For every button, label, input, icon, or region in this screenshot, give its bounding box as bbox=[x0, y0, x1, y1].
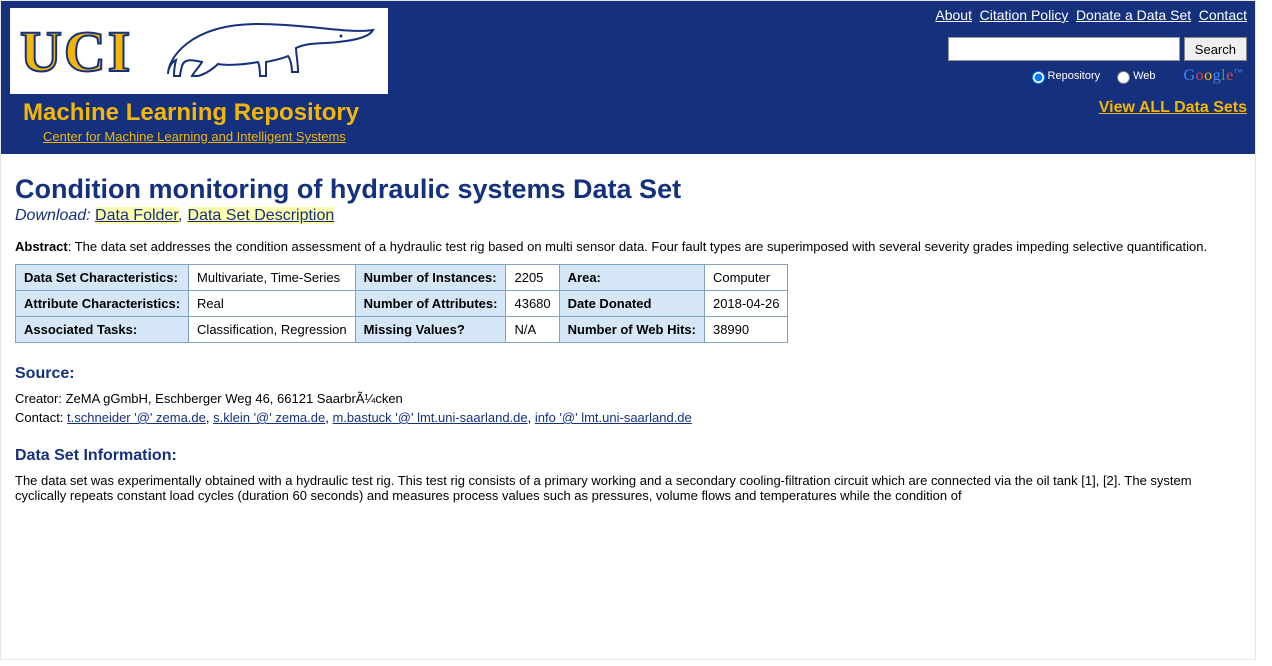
contact-email-3[interactable]: m.bastuck '@' lmt.uni-saarland.de bbox=[332, 410, 527, 425]
search-input[interactable] bbox=[948, 37, 1180, 61]
nav-contact[interactable]: Contact bbox=[1199, 7, 1247, 23]
view-all-link[interactable]: View ALL Data Sets bbox=[1099, 99, 1247, 116]
creator-line: Creator: ZeMA gGmbH, Eschberger Weg 46, … bbox=[15, 391, 1241, 406]
logo-box[interactable]: UCI bbox=[9, 7, 389, 95]
abstract-label: Abstract bbox=[15, 239, 68, 254]
contact-line: Contact: t.schneider '@' zema.de, s.klei… bbox=[15, 410, 1241, 425]
table-row: Data Set Characteristics: Multivariate, … bbox=[16, 265, 788, 291]
abstract: Abstract: The data set addresses the con… bbox=[15, 239, 1241, 254]
radio-web[interactable]: Web bbox=[1112, 68, 1155, 84]
table-row: Associated Tasks: Classification, Regres… bbox=[16, 317, 788, 343]
source-heading: Source: bbox=[15, 365, 1241, 383]
anteater-icon bbox=[148, 12, 378, 90]
download-label: Download bbox=[15, 207, 86, 224]
table-row: Attribute Characteristics: Real Number o… bbox=[16, 291, 788, 317]
radio-repository[interactable]: Repository bbox=[1027, 68, 1101, 84]
data-folder-link[interactable]: Data Folder bbox=[95, 207, 179, 224]
contact-email-1[interactable]: t.schneider '@' zema.de bbox=[67, 410, 206, 425]
contact-email-4[interactable]: info '@' lmt.uni-saarland.de bbox=[535, 410, 692, 425]
abstract-text: : The data set addresses the condition a… bbox=[68, 239, 1207, 254]
page-title: Condition monitoring of hydraulic system… bbox=[15, 174, 1241, 205]
nav-about[interactable]: About bbox=[935, 7, 972, 23]
top-nav: About Citation Policy Donate a Data Set … bbox=[931, 7, 1247, 23]
google-logo: Google™ bbox=[1184, 67, 1243, 85]
dsinfo-p1: The data set was experimentally obtained… bbox=[15, 473, 1241, 503]
center-link[interactable]: Center for Machine Learning and Intellig… bbox=[43, 129, 346, 144]
search-button[interactable]: Search bbox=[1184, 37, 1247, 61]
dsinfo-heading: Data Set Information: bbox=[15, 447, 1241, 465]
download-line: Download: Data Folder, Data Set Descript… bbox=[15, 207, 1241, 225]
data-desc-link[interactable]: Data Set Description bbox=[188, 207, 335, 224]
nav-donate[interactable]: Donate a Data Set bbox=[1076, 7, 1191, 23]
uci-logo-text: UCI bbox=[20, 18, 132, 85]
repo-title: Machine Learning Repository bbox=[23, 99, 389, 127]
contact-email-2[interactable]: s.klein '@' zema.de bbox=[213, 410, 325, 425]
page-header: UCI Machine Learning Repository Center f… bbox=[1, 1, 1255, 154]
info-table: Data Set Characteristics: Multivariate, … bbox=[15, 264, 788, 343]
nav-citation[interactable]: Citation Policy bbox=[980, 7, 1069, 23]
